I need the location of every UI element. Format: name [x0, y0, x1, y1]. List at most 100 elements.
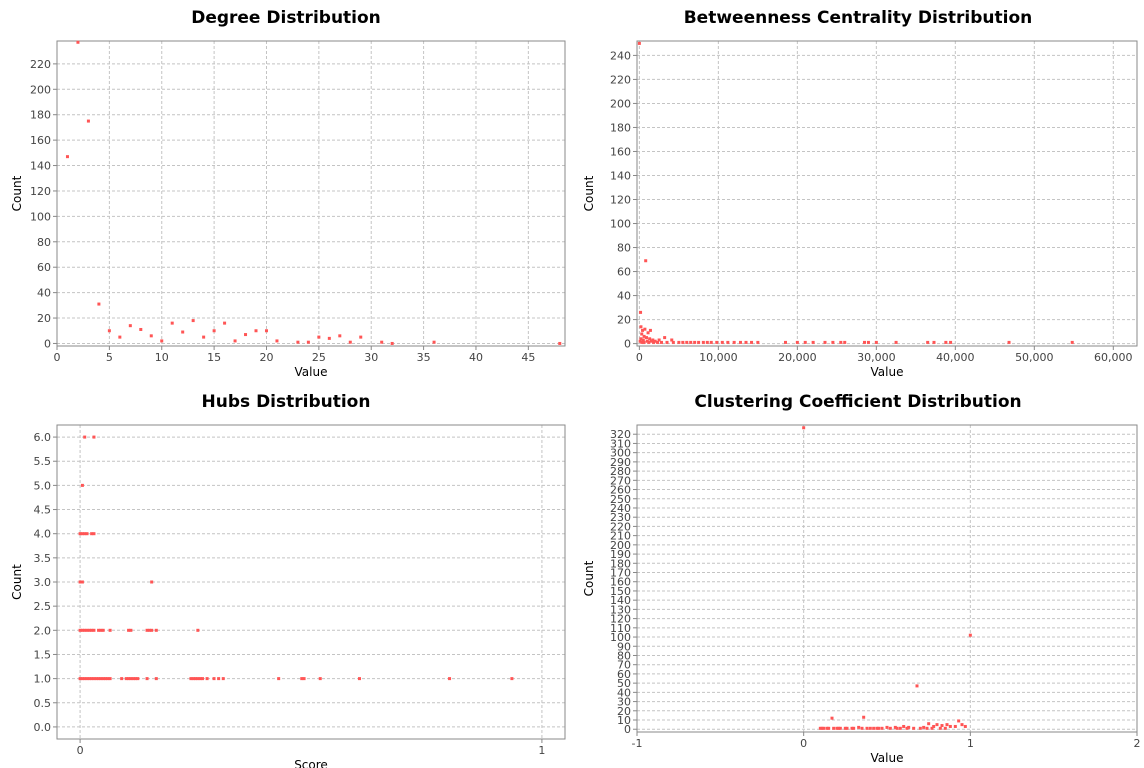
y-tick-label: 170	[610, 567, 631, 580]
data-point	[1070, 340, 1074, 344]
y-tick-label: 220	[610, 520, 631, 533]
data-point	[92, 677, 96, 681]
data-point	[191, 319, 195, 323]
data-point	[127, 628, 131, 632]
data-point	[659, 340, 663, 344]
y-tick-label: 0	[624, 338, 631, 351]
y-axis-label: Count	[582, 560, 596, 596]
y-tick-label: 240	[610, 502, 631, 515]
data-point	[233, 339, 237, 343]
plot-border	[636, 424, 1138, 733]
data-point	[646, 331, 650, 335]
y-tick-label: 180	[610, 557, 631, 570]
data-point	[968, 633, 972, 637]
data-point	[932, 340, 936, 344]
data-point	[134, 677, 138, 681]
y-tick-label: 310	[610, 437, 631, 450]
data-point	[637, 41, 641, 45]
data-point	[80, 628, 84, 632]
data-point	[80, 532, 84, 536]
y-tick-label: 0.0	[34, 721, 52, 734]
data-point	[510, 677, 514, 681]
data-point	[296, 340, 300, 344]
data-point	[92, 435, 96, 439]
x-tick-label: 40	[469, 351, 483, 364]
data-point	[90, 677, 94, 681]
data-point	[196, 628, 200, 632]
data-point	[139, 327, 143, 331]
data-point	[92, 628, 96, 632]
data-point	[960, 723, 964, 727]
data-point	[948, 724, 952, 728]
chart-title: Betweenness Centrality Distribution	[683, 8, 1033, 28]
y-tick-label: 320	[610, 428, 631, 441]
x-axis-label: Value	[871, 365, 904, 379]
data-point	[857, 725, 861, 729]
data-point	[640, 340, 644, 344]
data-point	[862, 715, 866, 719]
data-point	[641, 338, 645, 342]
x-tick-label: -1	[632, 737, 643, 750]
data-point	[837, 726, 841, 730]
data-point	[202, 335, 206, 339]
data-point	[642, 334, 646, 338]
data-point	[432, 340, 436, 344]
data-point	[97, 677, 101, 681]
data-point	[823, 340, 827, 344]
y-tick-label: 130	[610, 603, 631, 616]
data-point	[689, 340, 693, 344]
y-tick-label: 5.5	[34, 455, 52, 468]
data-point	[150, 580, 154, 584]
data-point	[221, 677, 225, 681]
data-point	[953, 724, 957, 728]
y-tick-label: 150	[610, 585, 631, 598]
data-point	[653, 339, 657, 343]
data-point	[732, 340, 736, 344]
data-point	[938, 726, 942, 730]
data-point	[852, 726, 856, 730]
data-point	[83, 435, 87, 439]
y-tick-label: 20	[617, 705, 631, 718]
y-tick-label: 0.5	[34, 697, 52, 710]
data-point	[107, 329, 111, 333]
x-axis-label: Value	[871, 751, 904, 765]
y-tick-label: 120	[30, 185, 51, 198]
chart-title: Clustering Coefficient Distribution	[694, 392, 1022, 412]
data-point	[80, 677, 84, 681]
data-point	[701, 340, 705, 344]
y-tick-label: 5.0	[34, 479, 52, 492]
data-point	[131, 677, 135, 681]
y-tick-label: 100	[610, 631, 631, 644]
data-point	[894, 340, 898, 344]
data-point	[738, 340, 742, 344]
data-point	[196, 677, 200, 681]
data-point	[302, 677, 306, 681]
x-axis-label: Score	[294, 758, 328, 768]
data-point	[681, 340, 685, 344]
x-tick-label: 0	[800, 737, 807, 750]
data-point	[97, 628, 101, 632]
data-point	[838, 726, 842, 730]
data-point	[811, 340, 815, 344]
data-point	[783, 340, 787, 344]
x-tick-label: 0	[636, 351, 643, 364]
data-point	[843, 726, 847, 730]
plot-area	[637, 41, 1137, 346]
y-tick-label: 60	[617, 668, 631, 681]
data-point	[645, 339, 649, 343]
data-point	[170, 321, 174, 325]
x-tick-label: 15	[207, 351, 221, 364]
y-tick-label: 190	[610, 548, 631, 561]
data-point	[656, 340, 660, 344]
data-point	[198, 677, 202, 681]
y-tick-label: 20	[37, 312, 51, 325]
data-point	[693, 340, 697, 344]
betweenness-centrality-distribution-chart: Betweenness Centrality Distribution 0 10,…	[572, 0, 1144, 384]
data-point	[160, 339, 164, 343]
clustering-coefficient-distribution-plot: -1 0 1 201020304050607080901001101201301401…	[582, 424, 1141, 765]
data-point	[124, 677, 128, 681]
y-tick-label: 140	[610, 594, 631, 607]
data-point	[639, 310, 643, 314]
data-point	[915, 684, 919, 688]
data-point	[850, 726, 854, 730]
